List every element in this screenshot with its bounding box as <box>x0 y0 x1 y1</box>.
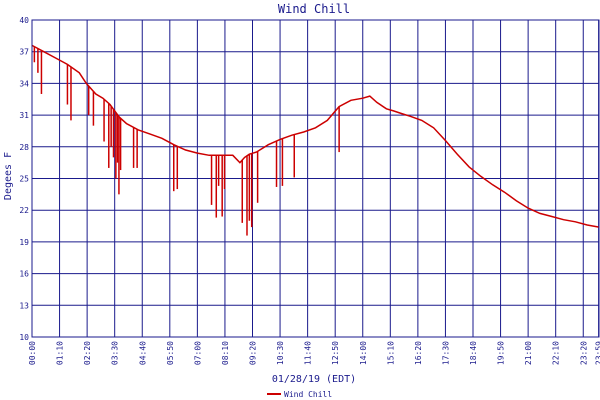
x-tick-label: 10:30 <box>276 341 285 365</box>
x-axis-label: 01/28/19 (EDT) <box>272 374 356 385</box>
y-tick-label: 37 <box>19 48 29 57</box>
y-axis-ticks: 10 13 16 19 22 25 28 31 34 37 40 <box>19 16 29 342</box>
y-axis-label: Degees F <box>3 152 14 200</box>
y-tick-label: 22 <box>19 206 29 215</box>
x-tick-label: 16:20 <box>414 341 423 365</box>
x-tick-label: 23:59 <box>595 341 600 365</box>
x-tick-label: 04:40 <box>138 341 147 365</box>
x-tick-label: 08:10 <box>221 341 230 365</box>
legend: Wind Chill <box>267 390 332 399</box>
x-tick-label: 14:00 <box>359 341 368 365</box>
x-tick-label: 23:20 <box>579 341 588 365</box>
x-tick-label: 11:40 <box>304 341 313 365</box>
x-tick-label: 21:00 <box>524 341 533 365</box>
x-tick-label: 15:10 <box>386 341 395 365</box>
wind-chill-line <box>31 44 600 228</box>
y-tick-label: 19 <box>19 238 29 247</box>
x-tick-label: 05:50 <box>166 341 175 365</box>
x-tick-label: 03:30 <box>111 341 120 365</box>
grid <box>31 19 600 338</box>
x-tick-label: 00:00 <box>28 341 37 365</box>
plot-area <box>31 44 600 236</box>
plot-frame <box>31 19 600 338</box>
x-tick-label: 01:10 <box>56 341 65 365</box>
y-tick-label: 28 <box>19 143 29 152</box>
x-tick-label: 02:20 <box>83 341 92 365</box>
y-tick-label: 40 <box>19 16 29 25</box>
y-tick-label: 25 <box>19 175 29 184</box>
y-tick-label: 34 <box>19 79 29 88</box>
y-tick-label: 13 <box>19 301 29 310</box>
chart-title: Wind Chill <box>278 2 350 16</box>
x-tick-label: 17:30 <box>441 341 450 365</box>
x-tick-label: 19:50 <box>497 341 506 365</box>
y-tick-label: 16 <box>19 270 29 279</box>
y-tick-label: 31 <box>19 111 29 120</box>
x-tick-label: 09:20 <box>249 341 258 365</box>
y-tick-label: 10 <box>19 333 29 342</box>
x-tick-label: 12:50 <box>331 341 340 365</box>
x-tick-label: 22:10 <box>552 341 561 365</box>
legend-label: Wind Chill <box>284 390 332 399</box>
x-tick-label: 18:40 <box>469 341 478 365</box>
x-axis-ticks: 00:00 01:10 02:20 03:30 04:40 05:50 07:00 08:10… <box>28 341 600 365</box>
x-tick-label: 07:00 <box>193 341 202 365</box>
